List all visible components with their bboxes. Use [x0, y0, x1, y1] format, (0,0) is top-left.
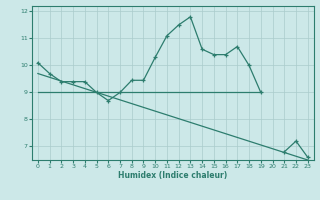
- X-axis label: Humidex (Indice chaleur): Humidex (Indice chaleur): [118, 171, 228, 180]
